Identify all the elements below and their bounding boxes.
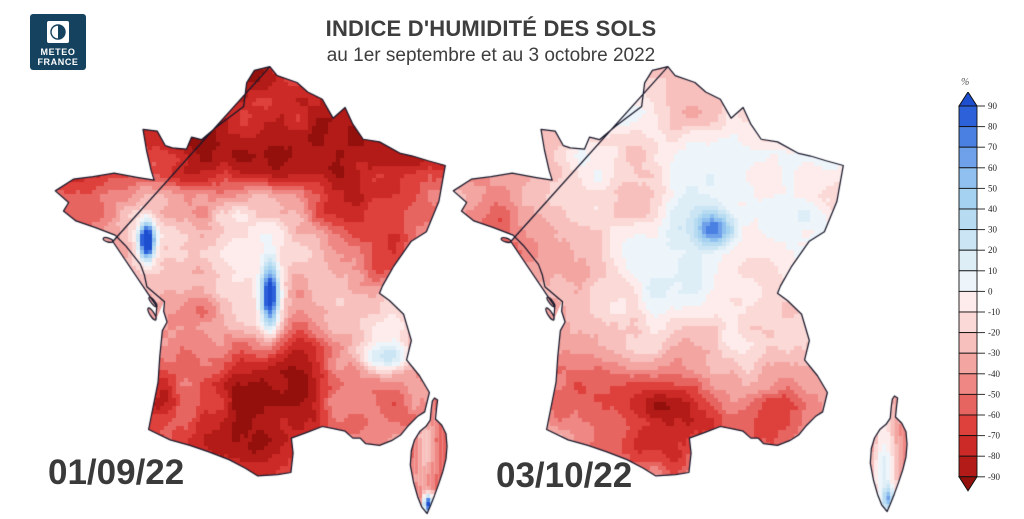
scale-arrow-down-icon xyxy=(958,476,978,492)
scale-tick-label: 50 xyxy=(988,183,998,193)
scale-tick-label: -30 xyxy=(988,348,1000,358)
scale-segment xyxy=(958,208,978,231)
scale-unit-label: % xyxy=(961,77,970,88)
scale-arrow-up-icon xyxy=(958,92,978,107)
scale-segment xyxy=(958,105,978,128)
scale-tick-label: -20 xyxy=(988,328,1000,338)
scale-tick-label: -90 xyxy=(988,472,1000,482)
scale-segment xyxy=(958,146,978,169)
soil-humidity-map-october xyxy=(446,62,916,519)
soil-humidity-map-september xyxy=(52,62,464,519)
scale-segment xyxy=(958,270,978,292)
scale-segment xyxy=(958,311,978,334)
scale-tick-label: 70 xyxy=(988,142,998,152)
date-label-right: 03/10/22 xyxy=(496,456,633,495)
scale-tick-label: 20 xyxy=(988,245,998,255)
scale-segment xyxy=(958,126,978,148)
scale-tick-label: -10 xyxy=(988,307,1000,317)
scale-segment xyxy=(958,229,978,251)
logo-halfmoon-icon xyxy=(58,25,65,39)
scale-segment xyxy=(958,414,978,437)
scale-segment xyxy=(958,393,978,416)
scale-tick-label: -60 xyxy=(988,410,1000,420)
scale-segment xyxy=(958,373,978,395)
scale-tick-label: 80 xyxy=(988,122,998,132)
scale-segment xyxy=(958,455,978,478)
scale-tick-label: 40 xyxy=(988,204,998,214)
scale-tick-label: -80 xyxy=(988,451,1000,461)
scale-tick-label: -50 xyxy=(988,389,1000,399)
logo-brand-line1: METEO xyxy=(40,47,75,57)
page-title: INDICE D'HUMIDITÉ DES SOLS xyxy=(325,16,657,41)
scale-tick-label: 10 xyxy=(988,266,998,276)
page-subtitle: au 1er septembre et au 3 octobre 2022 xyxy=(326,45,656,66)
scale-segment xyxy=(958,290,978,313)
scale-segment xyxy=(958,167,978,189)
scale-tick-label: 90 xyxy=(988,101,998,111)
scale-tick-label: 30 xyxy=(988,225,998,235)
scale-tick-label: 0 xyxy=(988,286,993,296)
scale-segment xyxy=(958,352,978,375)
color-scale: 90 80 70 60 50 40 30 20 10 0 -10 -20 -30 -40 -50 -60 -70… xyxy=(958,92,1000,492)
scale-tick-label: -70 xyxy=(988,431,1000,441)
header: INDICE D'HUMIDITÉ DES SOLS au 1er septem… xyxy=(256,16,726,67)
scale-segment xyxy=(958,249,978,272)
scale-tick-label: -40 xyxy=(988,369,1000,379)
date-label-left: 01/09/22 xyxy=(48,453,185,492)
scale-tick-label: 60 xyxy=(988,163,998,173)
scale-segment xyxy=(958,435,978,457)
scale-segment xyxy=(958,187,978,210)
scale-segment xyxy=(958,332,978,354)
